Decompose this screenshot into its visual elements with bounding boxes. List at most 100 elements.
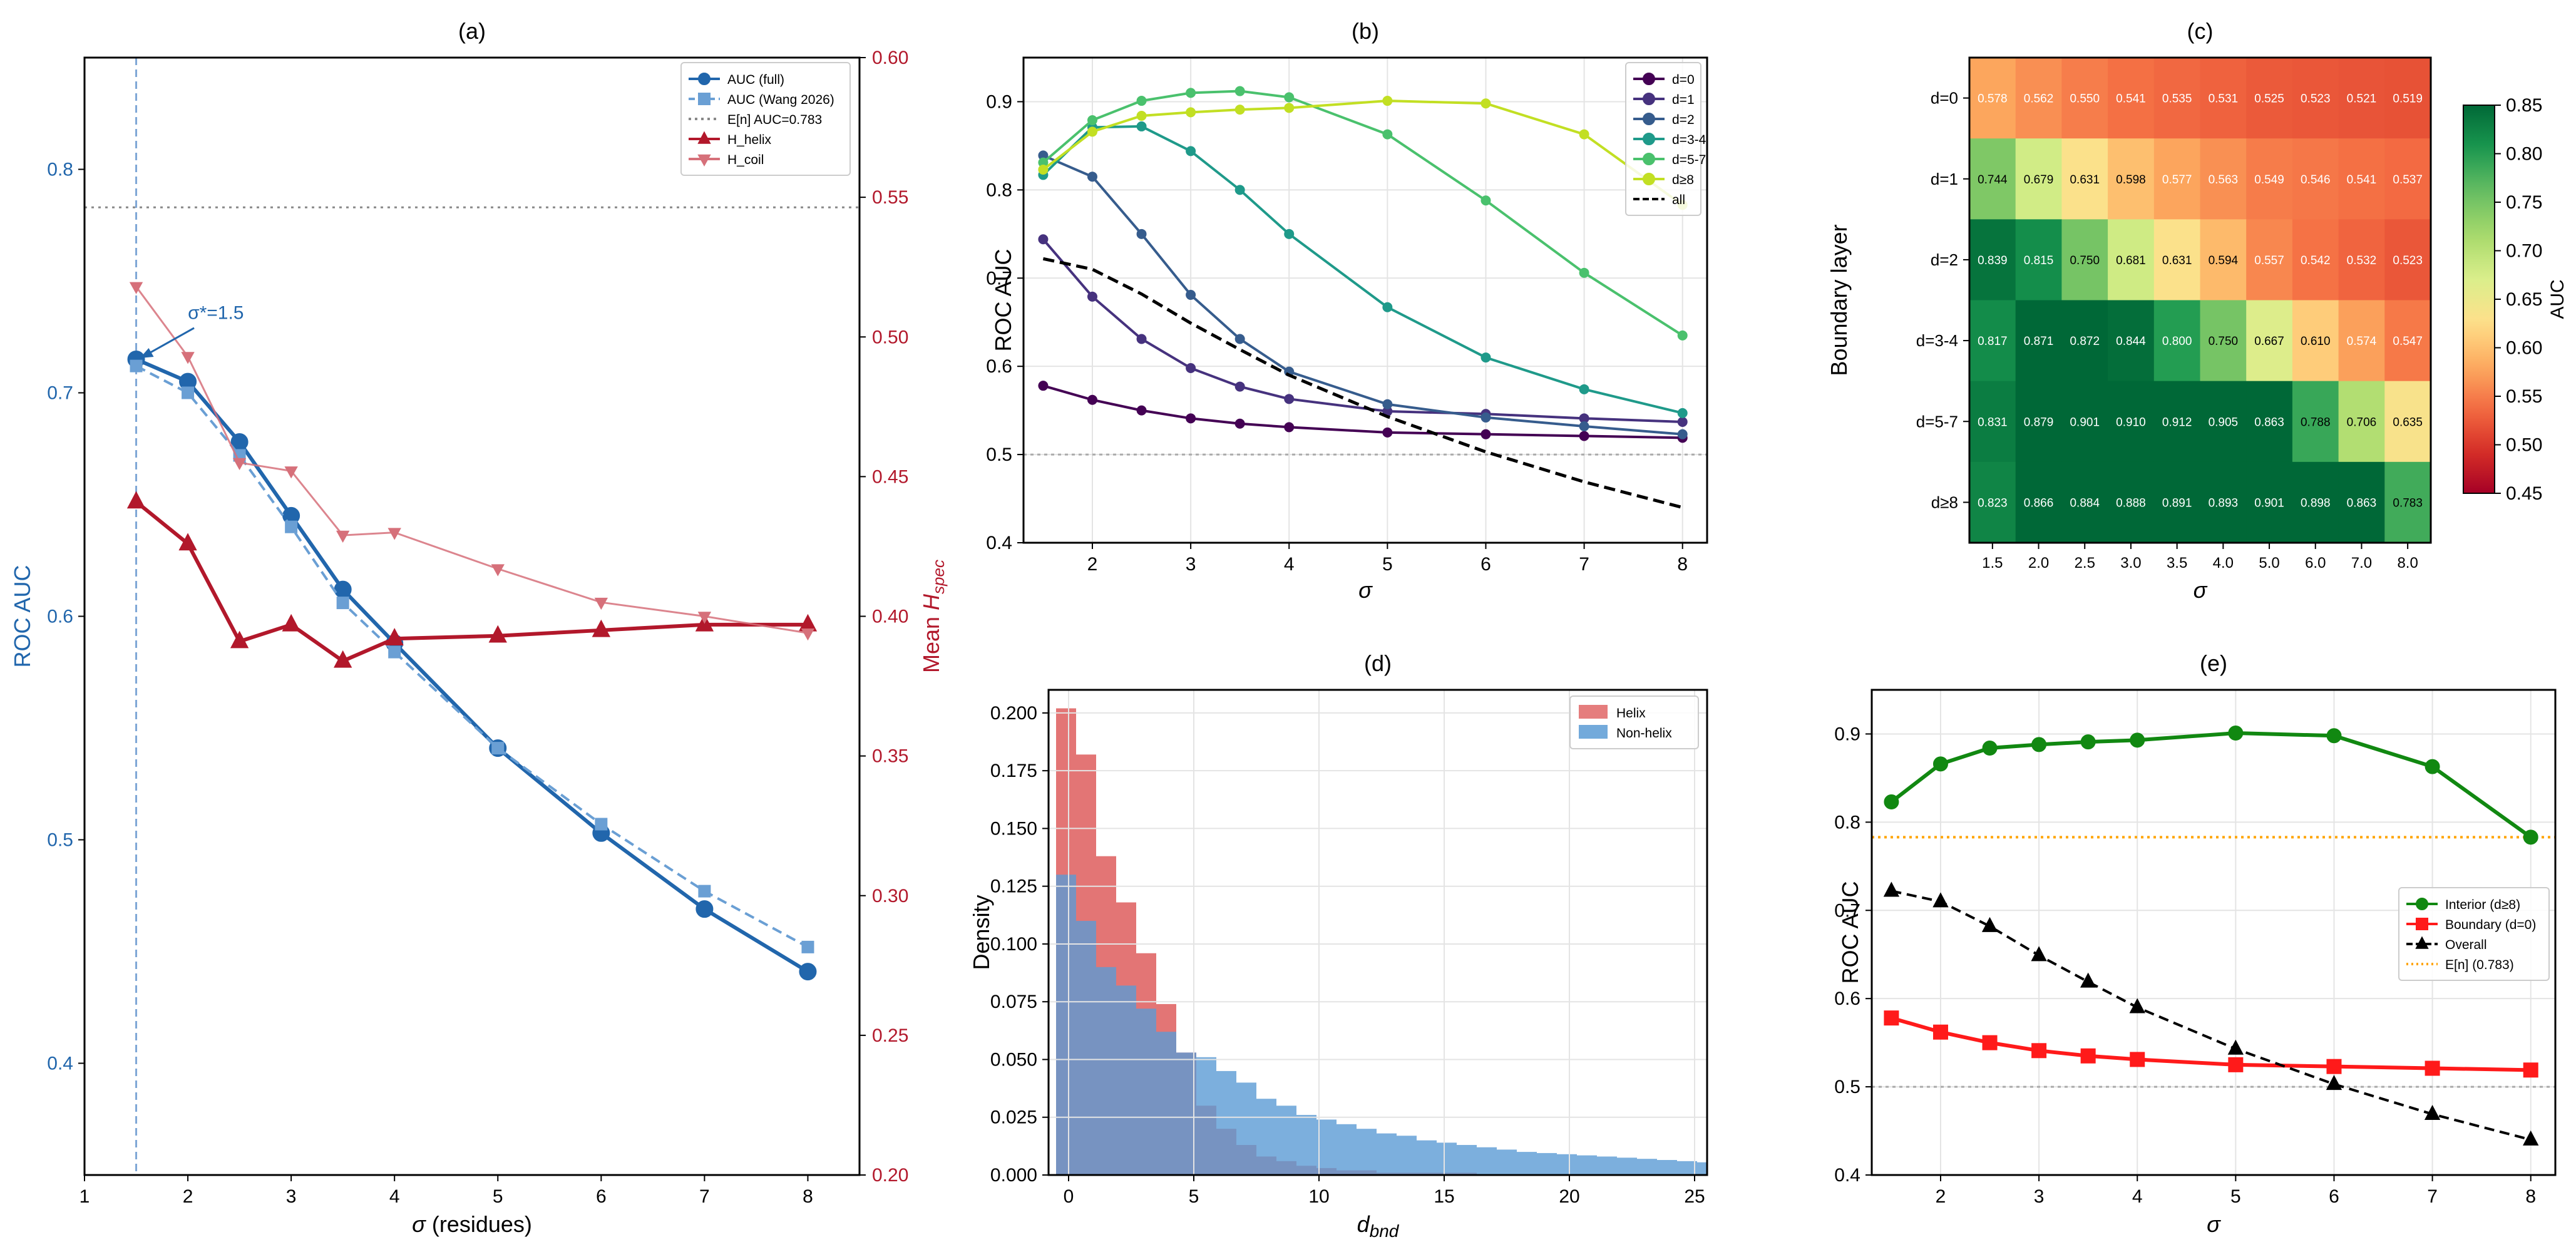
data-point: [799, 963, 817, 981]
x-tick-label: 3: [2034, 1186, 2045, 1207]
heatmap-cell: [2015, 138, 2062, 220]
heatmap-cell: [1969, 381, 2016, 463]
y-tick-label: 0.5: [47, 830, 73, 851]
data-point: [126, 491, 146, 509]
series-d-8: [1038, 96, 1688, 210]
y-tick-label: 0.025: [990, 1107, 1037, 1128]
series-auc-wang-2026-: [130, 359, 814, 953]
y2-tick-label: 0.30: [872, 886, 908, 906]
x-tick-label: 3: [286, 1186, 297, 1207]
data-point: [1186, 107, 1196, 118]
colorbar-tick-label: 0.85: [2506, 95, 2542, 116]
x-tick-label: 6.0: [2305, 555, 2326, 572]
y-tick-label: 0.8: [1834, 812, 1860, 833]
x-axis-label: σ: [1358, 577, 1373, 603]
hist-bar: [1056, 875, 1076, 1175]
x-tick-label: 6: [596, 1186, 607, 1207]
legend-entry: d=1: [1633, 93, 1695, 107]
data-point: [336, 597, 349, 610]
y-axis-label: ROC AUC: [1837, 881, 1863, 983]
x-tick-label: 5.0: [2259, 555, 2279, 572]
data-point: [1382, 302, 1393, 312]
heatmap-cell: [2338, 58, 2385, 139]
colorbar: [2463, 105, 2495, 494]
y-tick-label: 0.7: [47, 383, 73, 404]
data-point: [2523, 829, 2538, 845]
data-point: [2424, 1104, 2441, 1121]
heatmap-cell: [2015, 300, 2062, 382]
cell-label: 0.871: [2024, 335, 2054, 348]
legend-marker: [698, 93, 711, 105]
x-tick-label: 8: [803, 1186, 813, 1207]
cell-label: 0.541: [2347, 173, 2377, 187]
cell-label: 0.525: [2254, 93, 2284, 106]
data-point: [2130, 1052, 2145, 1067]
y-axis-label: ROC AUC: [9, 565, 35, 667]
x-tick-label: 5: [1189, 1186, 1199, 1207]
y-tick-label: 0.4: [1834, 1165, 1860, 1186]
data-point: [2523, 1062, 2538, 1078]
hist-bar: [1256, 1099, 1276, 1175]
hist-bar: [1357, 1129, 1377, 1175]
cell-label: 0.817: [1978, 335, 2008, 348]
data-point: [592, 619, 610, 637]
y-tick-label: 0.200: [990, 703, 1037, 724]
data-point: [1038, 381, 1049, 391]
legend-swatch: [1579, 725, 1608, 739]
data-point: [1284, 92, 1295, 103]
legend-marker: [697, 131, 711, 144]
legend-label: AUC (Wang 2026): [727, 93, 834, 107]
data-point: [1087, 115, 1097, 126]
legend-marker: [697, 154, 711, 167]
legend-entry: Boundary (d=0): [2406, 918, 2536, 932]
plot-frame: [1870, 689, 2557, 1176]
plot-frame: [1968, 56, 2432, 544]
cell-label: 0.531: [2209, 93, 2239, 106]
data-point: [491, 742, 505, 755]
x-tick-label: 6: [2329, 1186, 2339, 1207]
legend-entry: all: [1633, 193, 1685, 207]
cell-label: 0.866: [2024, 496, 2054, 510]
y-tick-label: 0.8: [986, 180, 1012, 200]
x-axis-label: σ: [2207, 1211, 2221, 1237]
data-point: [230, 630, 249, 649]
plot-frame: [83, 56, 861, 1176]
cell-label: 0.598: [2116, 173, 2146, 187]
hist-bar: [1397, 1136, 1417, 1175]
hist-bar: [1337, 1124, 1357, 1175]
data-point: [1932, 1024, 1948, 1040]
heatmap-cell: [2246, 219, 2293, 300]
data-point: [334, 580, 352, 598]
heatmap-cell: [2384, 300, 2431, 382]
y2-tick-label: 0.45: [872, 466, 908, 487]
cell-label: 0.910: [2116, 416, 2146, 429]
data-point: [801, 628, 815, 641]
y-tick-label: 0.125: [990, 876, 1037, 897]
legend-entry: E[n] AUC=0.783: [689, 113, 822, 127]
y-tick-label: 0.6: [1834, 988, 1860, 1009]
data-point: [1186, 413, 1196, 424]
data-point: [1982, 1035, 1998, 1050]
hist-bar: [1316, 1119, 1337, 1175]
data-point: [182, 386, 195, 399]
series-h-coil: [129, 282, 815, 641]
cell-label: 0.546: [2301, 173, 2331, 187]
x-tick-label: 7: [1579, 554, 1589, 575]
cell-label: 0.884: [2070, 496, 2100, 510]
data-point: [1677, 429, 1688, 439]
legend-entry: H_helix: [689, 131, 772, 147]
y-tick-label: 0.7: [986, 268, 1012, 289]
legend-marker: [1643, 113, 1655, 125]
cell-label: 0.888: [2116, 496, 2146, 510]
x-tick-label: 3: [1186, 554, 1196, 575]
y2-tick-label: 0.60: [872, 48, 908, 68]
x-tick-label: 7.0: [2351, 555, 2372, 572]
chart-title: (a): [458, 18, 486, 44]
data-point: [2031, 946, 2047, 962]
heatmap-cell: [2246, 300, 2293, 382]
cell-label: 0.635: [2393, 416, 2423, 429]
data-point: [1382, 96, 1393, 106]
cell-label: 0.815: [2024, 254, 2054, 267]
data-point: [491, 564, 505, 577]
chart-title: (c): [2187, 18, 2214, 44]
